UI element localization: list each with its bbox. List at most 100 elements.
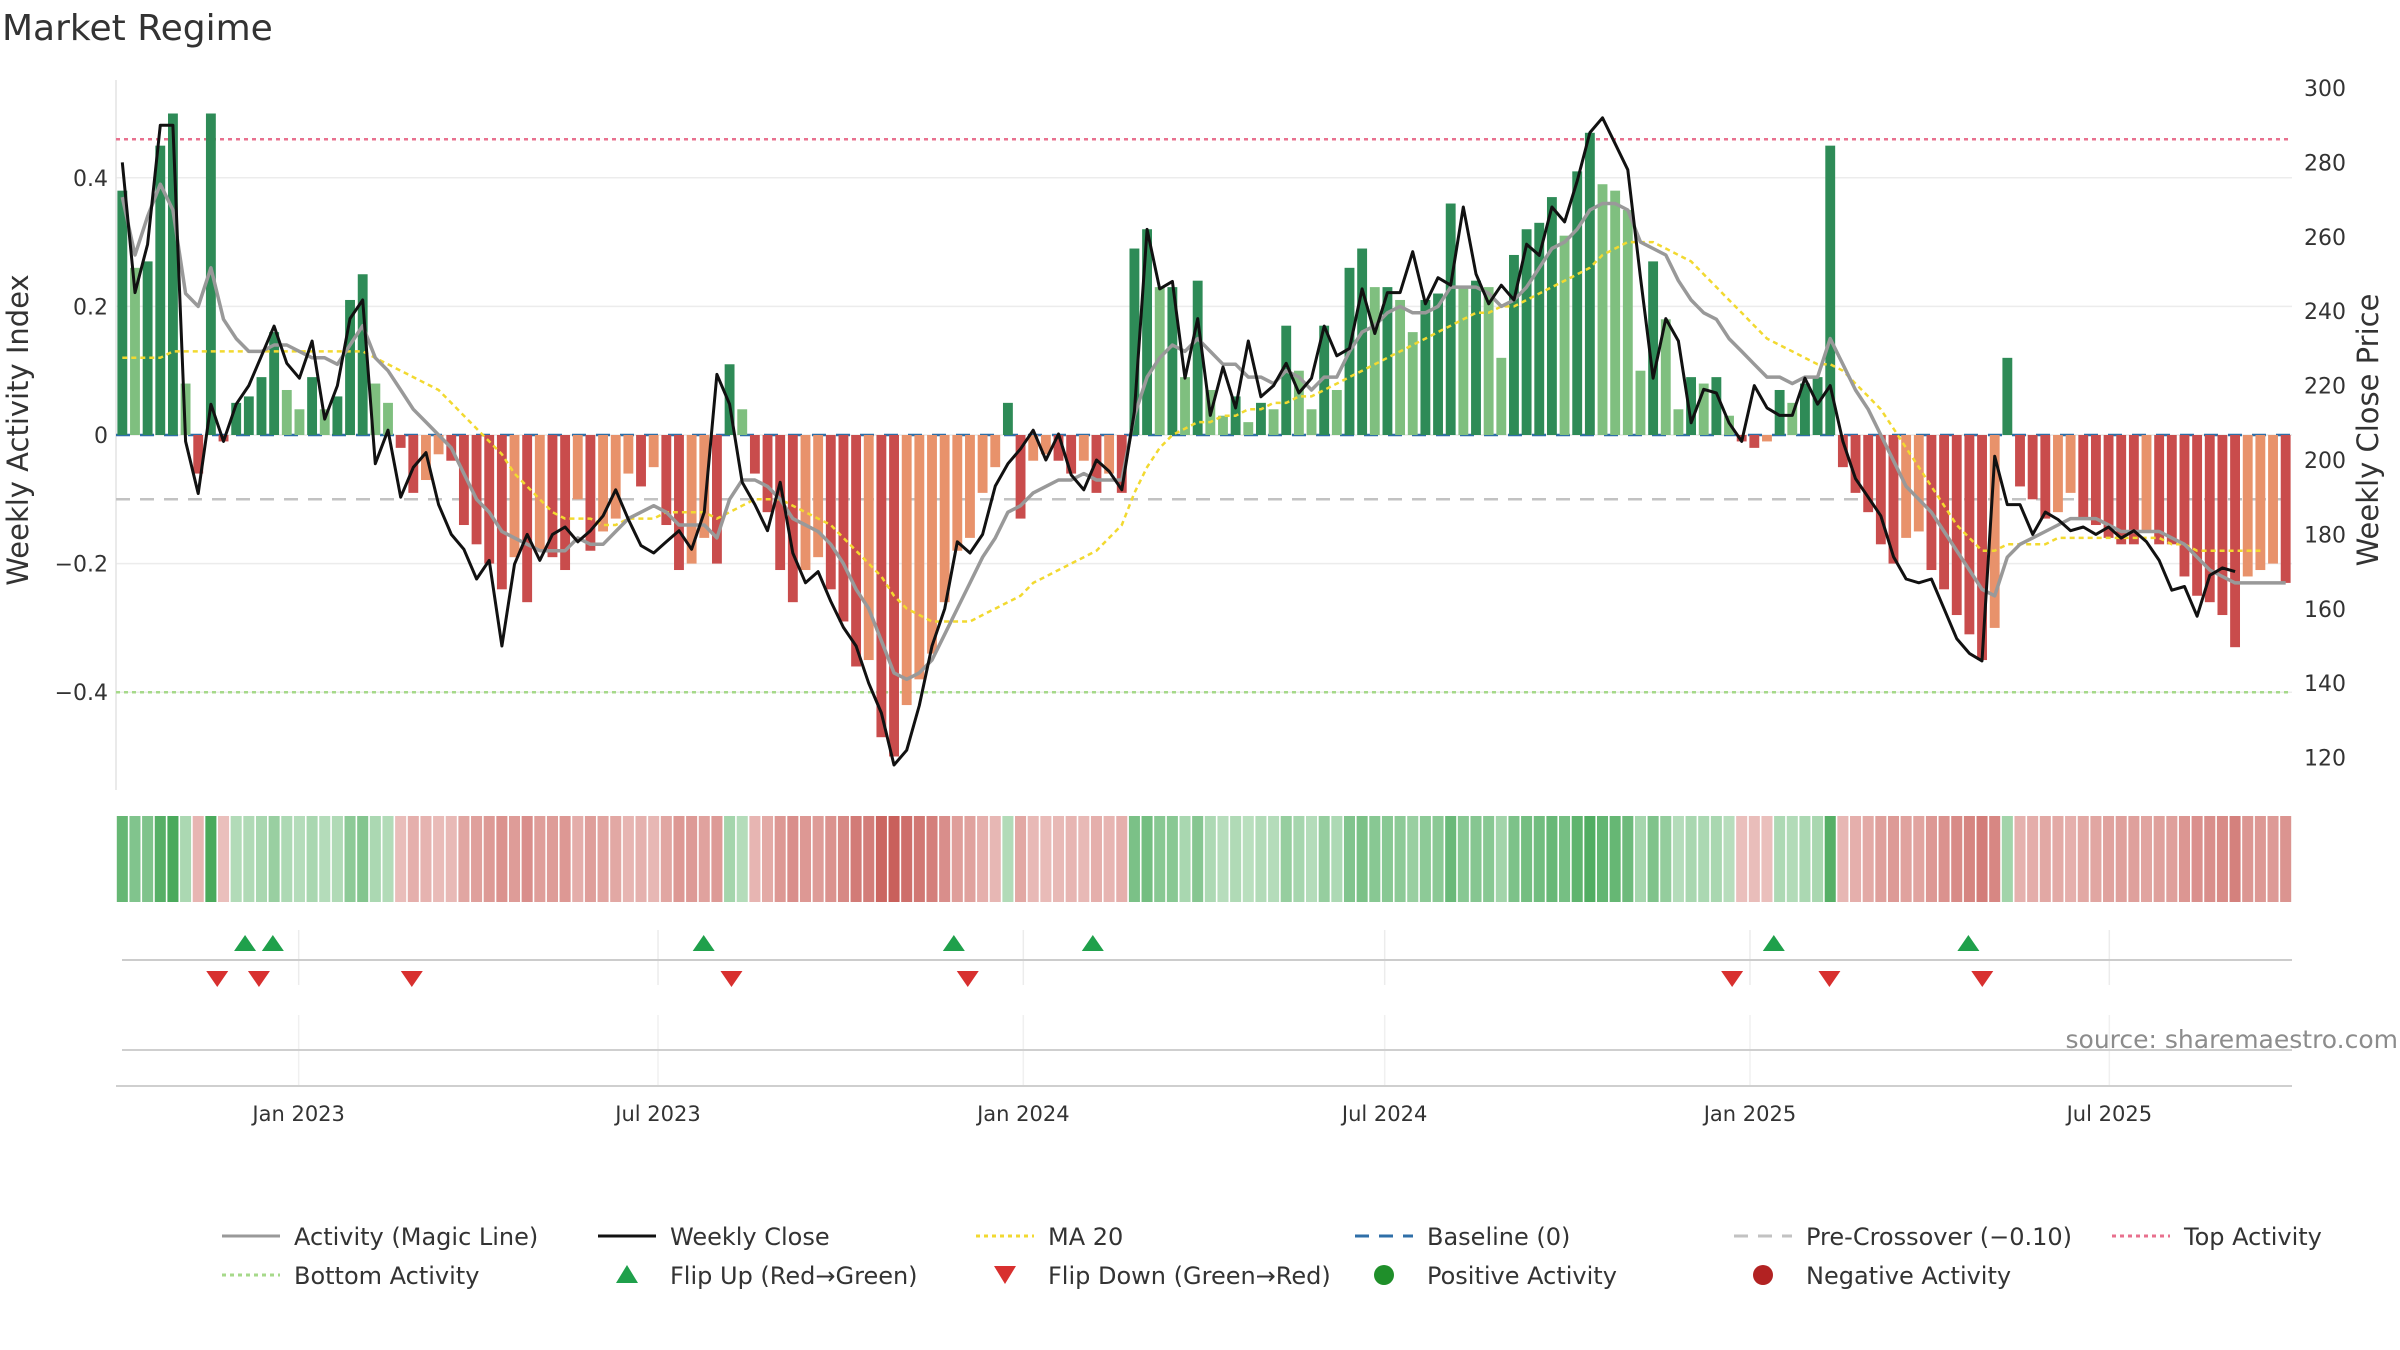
activity-bar <box>1913 435 1924 532</box>
regime-strip-cell <box>977 816 989 902</box>
activity-bar <box>1433 293 1443 435</box>
regime-strip-cell <box>1419 816 1431 902</box>
activity-bar <box>1686 377 1697 435</box>
regime-strip-cell <box>837 816 849 902</box>
regime-strip-cell <box>445 816 457 902</box>
flip-down-marker <box>247 971 270 987</box>
regime-strip-cell <box>344 816 356 902</box>
left-axis-ticks: 0.4 0.2 0 −0.2 −0.4 <box>55 167 108 706</box>
activity-bar <box>825 435 836 590</box>
activity-bar <box>914 435 925 680</box>
regime-strip-cell <box>1002 816 1014 902</box>
regime-strip-cell <box>1736 816 1748 902</box>
regime-strip-cell <box>812 816 824 902</box>
regime-strip-cell <box>1875 816 1887 902</box>
regime-strip-cell <box>2242 816 2254 902</box>
regime-strip-cell <box>1128 816 1140 902</box>
regime-strip-cell <box>698 816 710 902</box>
activity-bar <box>2179 435 2190 577</box>
regime-strip-cell <box>1596 816 1609 902</box>
activity-bar <box>674 435 684 571</box>
regime-strip-cell <box>116 816 128 902</box>
activity-bar <box>433 435 444 455</box>
regime-strip-cell <box>2140 816 2153 902</box>
regime-strip-cell <box>205 816 217 902</box>
activity-bar <box>1711 377 1722 435</box>
activity-bar <box>534 435 545 551</box>
legend-label: Flip Up (Red→Green) <box>670 1262 918 1290</box>
flip-up-marker <box>1081 935 1104 951</box>
regime-strip-cell <box>1166 816 1178 902</box>
regime-strip-cell <box>799 816 812 902</box>
regime-strip-cell <box>1204 816 1216 902</box>
activity-bar <box>243 396 254 435</box>
regime-strip-cell <box>572 816 584 902</box>
regime-strip-cell <box>1521 816 1533 902</box>
regime-strip-cell <box>1672 816 1684 902</box>
right-tick-label: 200 <box>2304 449 2346 474</box>
regime-strip-cell <box>1242 816 1254 902</box>
activity-bar <box>1698 383 1709 435</box>
regime-strip-cell <box>1660 816 1672 902</box>
date-tick-label: Jan 2023 <box>250 1102 345 1126</box>
regime-strip-cell <box>546 816 558 902</box>
activity-bar <box>1471 280 1481 435</box>
activity-bar <box>1989 435 2000 628</box>
right-tick-label: 260 <box>2304 226 2346 251</box>
activity-bar <box>1357 248 1368 435</box>
regime-strip-cell <box>281 816 293 902</box>
regime-strip-cell <box>2115 816 2127 902</box>
date-tick-label: Jul 2024 <box>1340 1102 1427 1126</box>
activity-bar <box>1837 435 1848 468</box>
activity-bar <box>965 435 975 538</box>
source-note: source: sharemaestro.com <box>2066 1025 2399 1054</box>
regime-strip-cell <box>1748 816 1760 902</box>
activity-bar <box>281 389 292 435</box>
activity-bar <box>1762 435 1772 442</box>
activity-bar <box>1420 299 1431 435</box>
regime-strip-cell <box>660 816 672 902</box>
regime-strip-cell <box>2280 816 2292 902</box>
regime-strip-cell <box>496 816 508 902</box>
regime-strip-cell <box>1306 816 1318 902</box>
activity-bar <box>2002 357 2013 435</box>
left-tick-label: −0.4 <box>55 681 108 706</box>
legend-item: MA 20 <box>976 1223 1123 1251</box>
legend-item: Weekly Close <box>598 1223 830 1251</box>
activity-bar <box>1812 377 1823 435</box>
regime-strip-cell <box>1230 816 1242 902</box>
activity-bar <box>1787 402 1798 435</box>
regime-strip-cell <box>850 816 862 902</box>
right-tick-label: 240 <box>2304 300 2346 325</box>
regime-strip-cell <box>1293 816 1305 902</box>
legend: Activity (Magic Line) Weekly Close MA 20 Ba… <box>222 1223 2322 1290</box>
activity-bar <box>1534 222 1545 435</box>
activity-bar <box>395 435 406 448</box>
regime-strip <box>116 816 2292 902</box>
activity-bar <box>2280 435 2291 583</box>
regime-strip-cell <box>913 816 925 902</box>
activity-bar <box>1572 171 1583 435</box>
regime-strip-cell <box>1445 816 1457 902</box>
regime-strip-cell <box>1723 816 1735 902</box>
activity-bar <box>1964 435 1975 635</box>
ma20-line <box>122 240 2261 623</box>
regime-strip-cell <box>622 816 634 902</box>
regime-strip-cell <box>1040 816 1052 902</box>
activity-bar <box>737 409 748 435</box>
date-tick-label: Jul 2023 <box>613 1102 700 1126</box>
regime-strip-cell <box>1331 816 1343 902</box>
activity-bar <box>1028 435 1039 461</box>
activity-bar <box>2128 435 2139 545</box>
flip-up-marker <box>692 935 715 951</box>
regime-strip-cell <box>534 816 546 902</box>
activity-bar <box>1142 229 1153 435</box>
regime-strip-cell <box>142 816 154 902</box>
regime-strip-cell <box>1634 816 1646 902</box>
activity-bar <box>155 145 166 435</box>
regime-strip-cell <box>2153 816 2165 902</box>
activity-bar <box>699 435 710 538</box>
regime-strip-cell <box>597 816 609 902</box>
regime-strip-cell <box>293 816 305 902</box>
activity-bar <box>1559 235 1570 435</box>
